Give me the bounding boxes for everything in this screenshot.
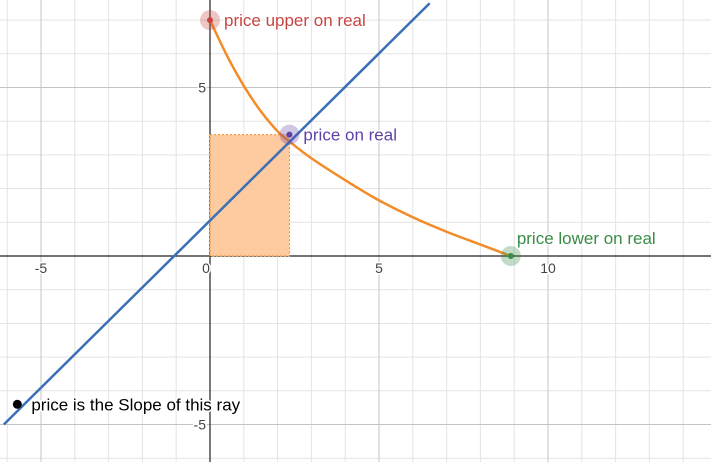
x-tick-label: -5 xyxy=(35,260,48,276)
slope-ray-line xyxy=(2,2,431,426)
point-price[interactable] xyxy=(286,131,293,138)
x-tick-label: 5 xyxy=(375,260,383,276)
point-label: price lower on real xyxy=(517,229,656,248)
point-price-upper[interactable] xyxy=(207,17,213,24)
ray-anchor-label: price is the Slope of this ray xyxy=(31,395,240,414)
slope-ray-layer xyxy=(2,2,431,426)
demand-curve-layer xyxy=(208,19,512,258)
points-layer: price is the Slope of this ray price uppe… xyxy=(12,10,657,416)
y-tick-label: 5 xyxy=(198,80,206,96)
x-tick-label: 0 xyxy=(202,260,210,276)
point-label: price on real xyxy=(303,126,397,145)
tick-labels: -5 0 5 10 5 -5 xyxy=(33,78,557,434)
ray-anchor-point[interactable] xyxy=(12,399,22,409)
x-tick-label: 10 xyxy=(540,260,556,276)
demand-curve xyxy=(208,19,512,258)
point-price-lower[interactable] xyxy=(507,253,514,259)
point-label: price upper on real xyxy=(224,11,366,30)
y-tick-label: -5 xyxy=(194,417,207,433)
